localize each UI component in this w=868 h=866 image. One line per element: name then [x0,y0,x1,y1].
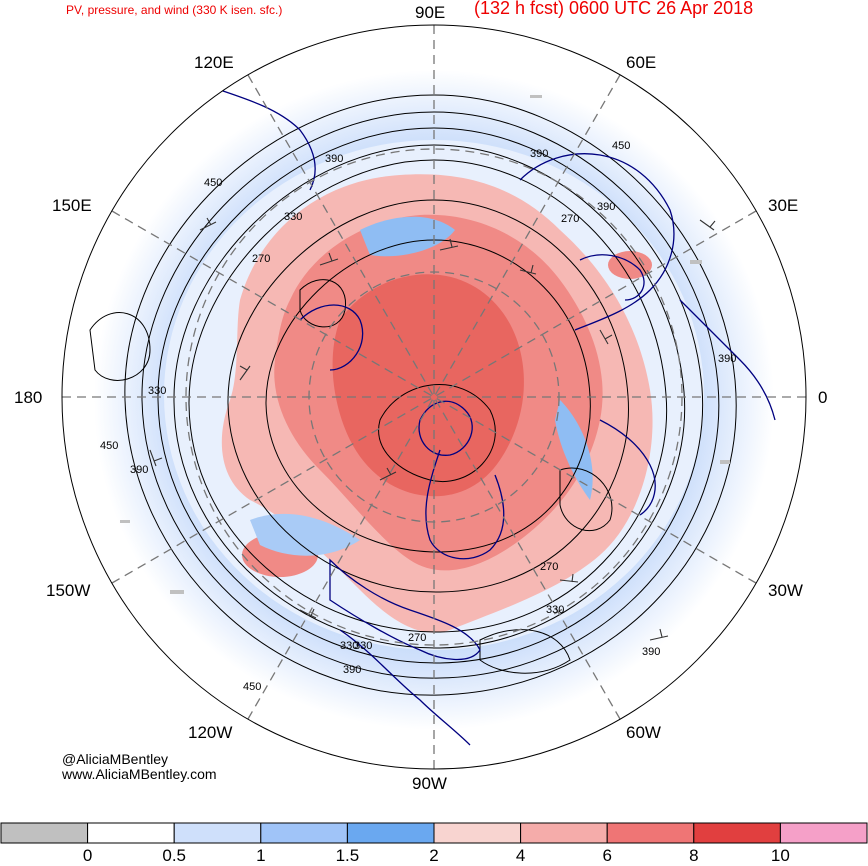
contour-label: 390 [343,664,361,676]
colorbar-tick-label: 0.5 [162,846,187,865]
lon-label-90w: 90W [412,774,447,793]
colorbar-tick-label: 1.5 [335,846,360,865]
contour-label: 390 [718,353,736,365]
colorbar-tick-label: 2 [429,846,439,865]
polar-stereographic-map: 90E 60E 120E 150E 30E 180 0 150W 30W 120… [14,3,827,793]
contour-label: 450 [100,440,118,452]
isobar-contours [89,94,737,696]
contour-label: 390 [130,464,148,476]
contour-label: 390 [642,646,660,658]
colorbar-segment [0,822,89,844]
colorbar-tick-label: 4 [515,846,526,865]
lon-label-150w: 150W [46,581,90,600]
lon-label-30e: 30E [768,196,798,215]
lon-label-0: 0 [818,388,827,407]
contour-label: 330 [340,640,358,652]
colorbar-segment [606,822,695,844]
contour-label: 390 [325,153,343,165]
contour-label: 330 [284,211,302,223]
product-title: PV, pressure, and wind (330 K isen. sfc.… [66,3,283,17]
wind-barbs [149,217,716,641]
colorbar-segment [693,822,781,844]
pv-colorbar [0,822,868,844]
colorbar-segment [520,822,608,844]
lon-label-150e: 150E [52,196,92,215]
contour-label: 270 [408,632,426,644]
lon-label-120e: 120E [194,53,234,72]
contour-label: 330 [546,604,564,616]
lon-label-60w: 60W [626,723,661,742]
lon-label-60e: 60E [626,53,656,72]
contour-label: 450 [243,681,261,693]
contour-label: 270 [252,253,270,265]
contour-label: 450 [204,177,222,189]
lon-label-90e: 90E [415,3,445,22]
colorbar-tick-label: 8 [689,846,699,865]
credit-handle: @AliciaMBentley [62,751,169,767]
colorbar-segment [433,822,522,844]
lon-label-30w: 30W [768,581,803,600]
contour-label: 330 [148,385,166,397]
lon-label-180: 180 [14,388,42,407]
colorbar-segment [346,822,435,844]
low-pv-specks [120,95,730,594]
contour-value-labels: 390 450 390 450 330 270 390 270 330 450 … [100,140,736,693]
colorbar-segment [87,822,175,844]
colorbar-tick-label: 6 [602,846,612,865]
contour-label: 390 [530,148,548,160]
colorbar-segment [779,822,868,844]
contour-label: 330 [354,640,372,652]
colorbar-tick-label: 10 [770,846,790,865]
contour-label: 270 [540,561,558,573]
lon-label-120w: 120W [188,723,232,742]
colorbar-tick-label: 0 [82,846,93,865]
contour-label: 390 [597,201,615,213]
map-boundary [61,24,807,770]
contour-label: 270 [561,213,579,225]
credit-website: www.AliciaMBentley.com [62,766,217,782]
colorbar-segment [173,822,262,844]
forecast-title: (132 h fcst) 0600 UTC 26 Apr 2018 [474,0,754,18]
graticule [62,25,806,769]
coastlines [219,89,776,746]
colorbar-segment [260,822,348,844]
contour-label: 450 [612,140,630,152]
colorbar-tick-label: 1 [256,846,266,865]
